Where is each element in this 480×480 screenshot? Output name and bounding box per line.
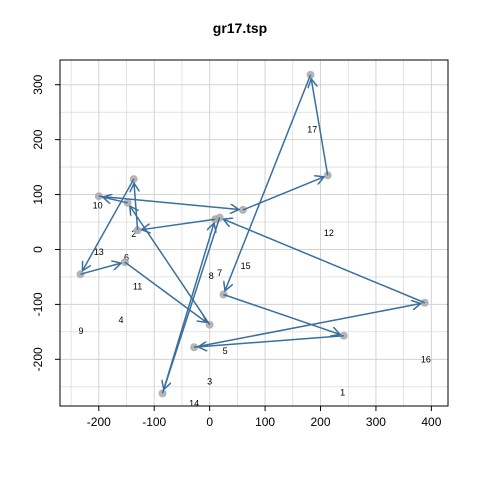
x-tick-label: 300	[366, 415, 386, 429]
city-label: 4	[118, 315, 123, 325]
tour-edge	[124, 261, 207, 322]
x-tick-label: 400	[421, 415, 441, 429]
city-label: 15	[241, 261, 251, 271]
tour-edge	[242, 177, 324, 211]
plot-frame	[59, 59, 449, 407]
grid-layer	[60, 60, 448, 406]
tour-edge	[103, 197, 128, 203]
city-label: 3	[207, 376, 212, 386]
tour-edge-layer	[80, 74, 426, 394]
x-tick-label: -200	[87, 415, 111, 429]
y-tick-label: 300	[31, 74, 45, 94]
tour-edge	[223, 219, 426, 304]
tour-edge	[223, 293, 340, 335]
city-label: 12	[324, 228, 334, 238]
city-label: 13	[94, 247, 104, 257]
y-tick-label: -200	[31, 347, 45, 371]
city-label: 5	[223, 346, 228, 356]
city-label: 11	[133, 281, 142, 291]
x-tick-label: 0	[206, 415, 213, 429]
tour-edge	[311, 79, 329, 176]
tour-edge	[82, 178, 135, 271]
city-label: 14	[189, 398, 199, 408]
chart-title: gr17.tsp	[212, 20, 268, 36]
city-label: 7	[217, 268, 222, 278]
y-tick-label: 0	[31, 246, 45, 253]
y-tick-label: 100	[31, 184, 45, 204]
tour-edge	[80, 263, 121, 275]
tour-edge	[225, 74, 312, 291]
tour-edge	[142, 218, 216, 229]
city-label: 10	[93, 201, 103, 211]
tour-edge	[198, 334, 344, 347]
city-label: 6	[124, 253, 129, 263]
city-label: 8	[209, 271, 214, 281]
x-tick-label: -100	[142, 415, 166, 429]
city-label: 2	[131, 229, 136, 239]
x-tick-label: 100	[255, 415, 275, 429]
tour-edge	[134, 183, 138, 231]
city-label: 17	[307, 125, 317, 135]
tour-edge	[130, 206, 211, 326]
tour-point	[123, 198, 132, 207]
city-label: 1	[340, 387, 345, 397]
city-label: 9	[79, 326, 84, 336]
city-label: 16	[421, 354, 431, 364]
tour-edge	[193, 304, 421, 348]
axis-layer: -200 -100 0 100 200 300 400 -200 -100 0 100 200 300	[31, 74, 442, 429]
y-tick-label: 200	[31, 129, 45, 149]
x-tick-label: 200	[310, 415, 330, 429]
y-tick-label: -100	[31, 292, 45, 316]
